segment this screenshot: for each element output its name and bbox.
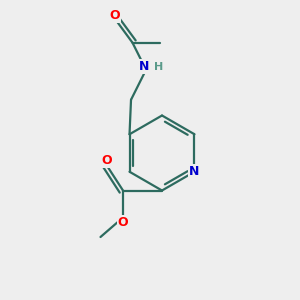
Text: O: O (118, 216, 128, 230)
Text: H: H (154, 62, 163, 72)
Text: O: O (101, 154, 112, 167)
Text: N: N (139, 60, 150, 73)
Text: O: O (109, 9, 120, 22)
Text: N: N (189, 165, 200, 178)
